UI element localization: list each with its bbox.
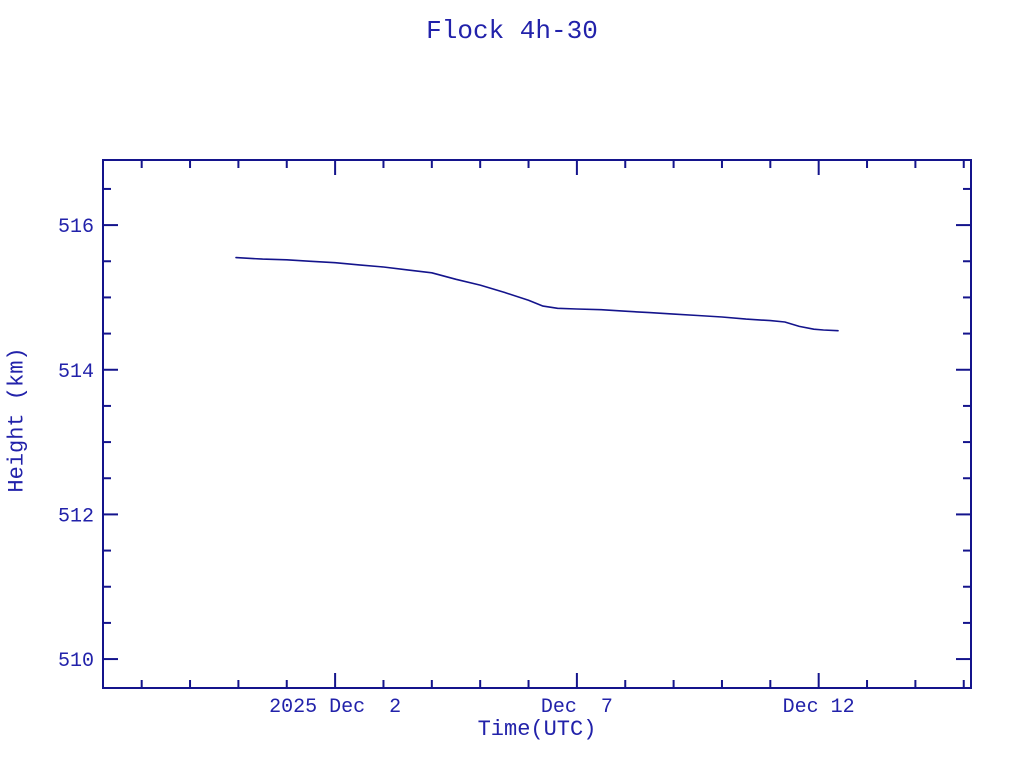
x-tick-label: 2025 Dec 2: [269, 696, 401, 719]
y-tick-label: 512: [58, 505, 94, 528]
plot-border: [102, 159, 972, 689]
x-tick-label: Dec 7: [541, 696, 613, 719]
y-tick-label: 514: [58, 361, 94, 384]
x-tick-label: Dec 12: [783, 696, 855, 719]
y-tick-label: 516: [58, 216, 94, 239]
y-tick-label: 510: [58, 650, 94, 673]
height-series-line: [235, 256, 839, 332]
chart-title: Flock 4h-30: [426, 16, 598, 46]
y-axis-title: Height (km): [4, 347, 30, 493]
x-axis-title: Time(UTC): [477, 717, 597, 742]
